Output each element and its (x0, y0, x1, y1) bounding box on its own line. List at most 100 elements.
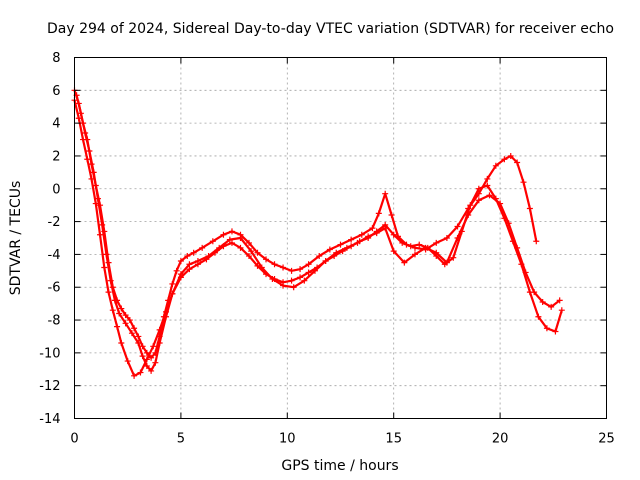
data-point (305, 261, 312, 268)
data-point (507, 152, 514, 159)
data-point (101, 264, 108, 271)
data-point (82, 129, 89, 136)
data-point (399, 239, 406, 246)
data-point (245, 253, 252, 260)
data-point (501, 156, 508, 163)
data-point (356, 238, 363, 245)
data-point (467, 202, 474, 209)
data-point (226, 236, 233, 243)
data-point (407, 243, 414, 250)
data-point (237, 244, 244, 251)
data-point (433, 253, 440, 260)
data-point (492, 162, 499, 169)
data-point (131, 372, 138, 379)
data-point (526, 289, 533, 296)
data-point (533, 238, 540, 245)
y-tick-label: 6 (52, 84, 60, 99)
data-point (126, 317, 133, 324)
data-point (280, 264, 287, 271)
data-point (177, 274, 184, 281)
data-point (416, 241, 423, 248)
data-point (314, 264, 321, 271)
grid (74, 57, 607, 419)
data-point (543, 325, 550, 332)
data-point (358, 231, 365, 238)
data-point (248, 248, 255, 255)
data-point (105, 289, 112, 296)
data-point (288, 267, 295, 274)
data-point (135, 340, 142, 347)
data-point (111, 297, 118, 304)
data-point (424, 244, 431, 251)
data-point (475, 197, 482, 204)
data-point (288, 277, 295, 284)
data-point (92, 200, 99, 207)
data-point (305, 269, 312, 276)
data-point (339, 248, 346, 255)
x-axis-label: GPS time / hours (281, 458, 398, 474)
data-point (297, 274, 304, 281)
data-point (401, 259, 408, 266)
data-point (173, 267, 180, 274)
data-point (77, 110, 84, 117)
data-point (88, 175, 95, 182)
data-point (220, 243, 227, 250)
y-tick-label: -14 (39, 412, 60, 427)
data-point (375, 210, 382, 217)
y-tick-label: 0 (52, 182, 60, 197)
data-point (199, 244, 206, 251)
data-point (237, 235, 244, 241)
data-point (509, 238, 516, 245)
data-point (535, 313, 542, 320)
data-point (103, 251, 110, 258)
data-point (75, 115, 82, 122)
data-point (107, 277, 114, 284)
data-point (501, 215, 508, 222)
data-point (184, 253, 191, 260)
data-point (558, 307, 565, 314)
series-line (75, 94, 561, 372)
data-point (194, 261, 201, 268)
series-track-c (71, 97, 565, 379)
data-point (484, 175, 491, 182)
data-point (124, 358, 131, 365)
data-point (348, 243, 355, 250)
data-point (271, 276, 278, 283)
data-point (263, 256, 270, 263)
data-point (454, 223, 461, 230)
data-point (114, 323, 121, 330)
series-track-b (73, 92, 563, 374)
data-point (135, 333, 142, 340)
data-point (90, 169, 97, 176)
data-point (143, 356, 150, 363)
data-point (116, 310, 123, 317)
x-tick-label: 0 (70, 432, 78, 447)
data-point (365, 235, 372, 241)
axis-ticks: 0 5 10 15 20 25 -14 -12 -10 -8 -6 -4 -2 0 2 4 6 8 (39, 51, 615, 447)
data-point (122, 320, 129, 327)
series-line (73, 99, 563, 377)
data-point (290, 284, 297, 291)
y-tick-label: -6 (48, 281, 61, 296)
y-tick-label: -8 (48, 314, 61, 329)
data-point (518, 261, 525, 268)
data-point (548, 303, 555, 310)
data-point (203, 256, 210, 263)
data-point (348, 236, 355, 243)
data-point (520, 179, 527, 186)
data-point (109, 307, 116, 314)
x-tick-label: 15 (385, 432, 402, 447)
data-point (556, 297, 563, 304)
data-point (373, 228, 380, 235)
data-point (297, 266, 304, 273)
y-axis-label: SDTVAR / TECUs (8, 181, 24, 296)
y-tick-label: -10 (39, 346, 60, 361)
data-point (271, 261, 278, 268)
data-point (263, 271, 270, 278)
data-point (169, 280, 176, 287)
data-point (390, 231, 397, 238)
data-point (316, 253, 323, 260)
data-point (486, 192, 493, 199)
chart-title: Day 294 of 2024, Sidereal Day-to-day VTE… (47, 21, 614, 37)
data-point (156, 326, 163, 333)
